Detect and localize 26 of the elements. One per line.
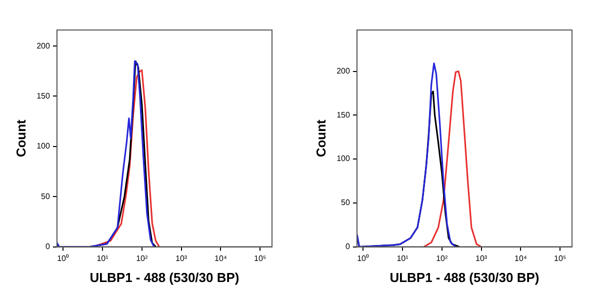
x-tick-label: 10⁵ [254, 254, 266, 263]
x-tick-label: 10² [136, 254, 148, 263]
y-axis-title: Count [313, 118, 328, 158]
y-tick-label: 150 [336, 110, 350, 120]
x-axis-title: ULBP1 - 488 (530/30 BP) [390, 270, 540, 285]
x-axis-title: ULBP1 - 488 (530/30 BP) [90, 270, 240, 285]
x-tick-label: 10⁵ [554, 254, 566, 263]
y-tick-label: 0 [345, 242, 350, 252]
x-tick-label: 10² [436, 254, 448, 263]
y-tick-label: 200 [36, 41, 50, 50]
y-tick-label: 200 [336, 66, 350, 76]
y-tick-label: 150 [36, 91, 50, 100]
x-tick-label: 10⁰ [357, 254, 370, 263]
x-tick-label: 10¹ [96, 254, 109, 263]
y-axis-title: Count [13, 118, 28, 158]
x-tick-label: 10⁴ [514, 254, 528, 263]
y-tick-label: 50 [41, 192, 50, 201]
y-tick-label: 100 [36, 142, 50, 151]
x-tick-label: 10¹ [396, 254, 409, 263]
y-tick-label: 50 [341, 198, 350, 208]
y-tick-label: 100 [336, 154, 350, 164]
x-tick-label: 10³ [476, 254, 488, 263]
x-tick-label: 10⁴ [214, 254, 228, 263]
y-tick-label: 0 [45, 242, 50, 252]
x-tick-label: 10³ [176, 254, 188, 263]
x-tick-label: 10⁰ [57, 254, 70, 263]
